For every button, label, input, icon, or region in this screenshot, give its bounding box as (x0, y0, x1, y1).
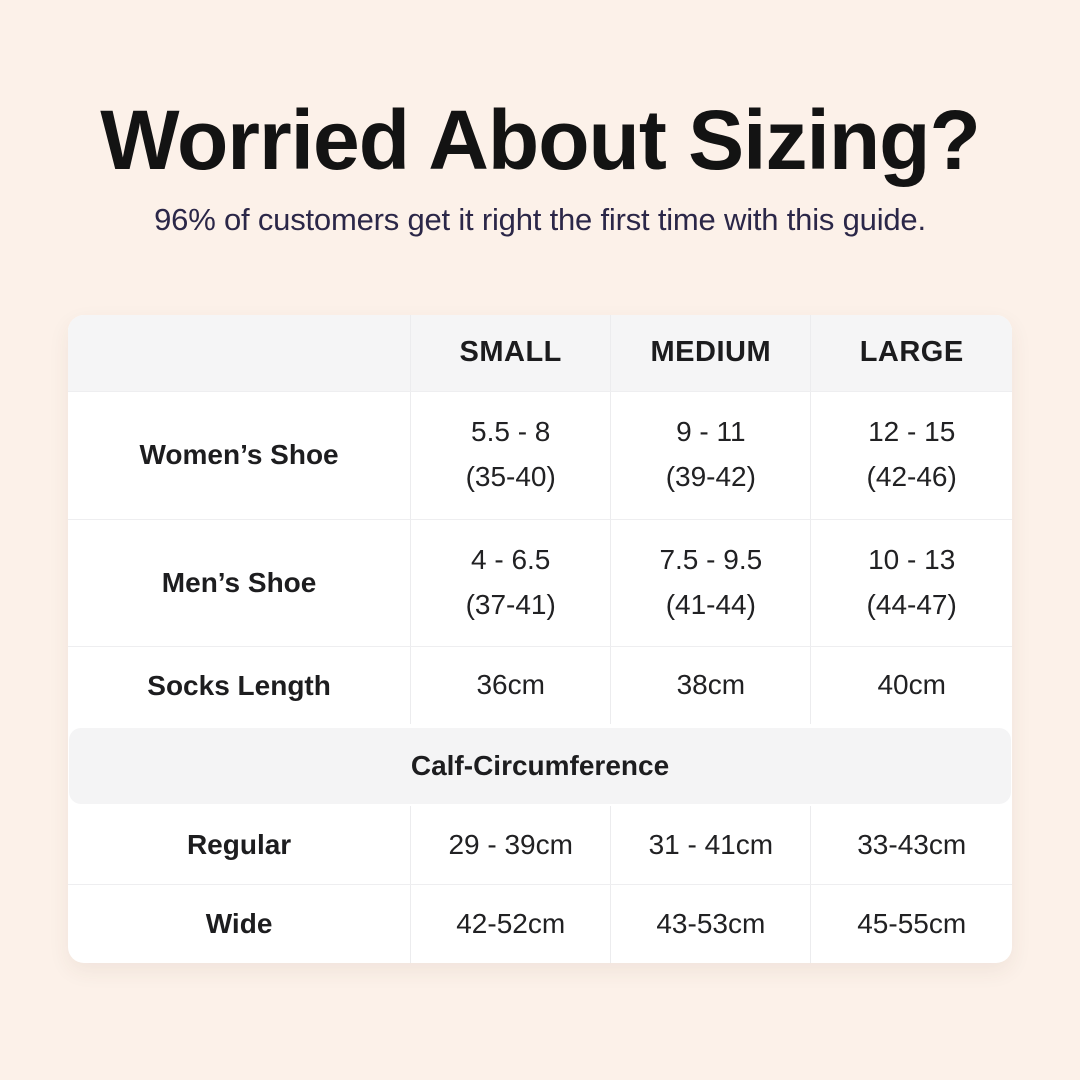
cell-mens-small: 4 - 6.5 (37-41) (411, 519, 612, 646)
table-row-mens-shoe: Men’s Shoe 4 - 6.5 (37-41) 7.5 - 9.5 (41… (68, 518, 1012, 646)
header-cell-medium: MEDIUM (611, 315, 812, 391)
row-label-cell: Women’s Shoe (68, 391, 412, 519)
cell-womens-medium: 9 - 11 (39-42) (611, 391, 812, 519)
cell-wide-large: 45-55cm (857, 907, 967, 939)
table-row-socks-length: Socks Length 36cm 38cm 40cm (68, 645, 1012, 725)
cell-mens-medium: 7.5 - 9.5 (41-44) (611, 519, 812, 646)
section-calf-circumference: Calf-Circumference (69, 728, 1011, 804)
cell-mens-large: 10 - 13 (44-47) (866, 544, 957, 620)
table-row-wide: Wide 42-52cm 43-53cm 45-55cm (68, 884, 1012, 963)
cell-womens-large: 12 - 15 (42-46) (866, 416, 957, 493)
page-title: Worried About Sizing? (100, 93, 981, 187)
cell-regular-medium: 31 - 41cm (611, 805, 812, 885)
header-cell-empty (68, 315, 412, 391)
header-cell-small: SMALL (411, 315, 612, 391)
section-band-wrap: Calf-Circumference (68, 724, 1012, 806)
page-subtitle: 96% of customers get it right the first … (154, 202, 926, 237)
table-header-row: SMALL MEDIUM LARGE (68, 315, 1012, 391)
sizing-table-card: SMALL MEDIUM LARGE Women’s Shoe 5.5 - 8 … (68, 315, 1012, 963)
cell-womens-small: 5.5 - 8 (35-40) (411, 391, 612, 519)
row-label-cell: Regular (68, 805, 412, 885)
row-label-cell: Men’s Shoe (68, 519, 412, 646)
cell-wide-medium: 43-53cm (611, 885, 812, 963)
cell-regular-small: 29 - 39cm (411, 805, 612, 885)
table-row-regular: Regular 29 - 39cm 31 - 41cm 33-43cm (68, 805, 1012, 885)
cell-wide-small: 42-52cm (411, 885, 612, 963)
row-label-cell: Socks Length (68, 646, 412, 725)
cell-socks-large: 40cm (877, 669, 946, 701)
cell-regular-large: 33-43cm (857, 828, 967, 860)
table-row-womens-shoe: Women’s Shoe 5.5 - 8 (35-40) 9 - 11 (39-… (68, 390, 1012, 519)
cell-socks-medium: 38cm (611, 646, 812, 725)
cell-socks-small: 36cm (411, 646, 612, 725)
header-cell-large: LARGE (859, 336, 964, 369)
row-label-cell: Wide (68, 885, 412, 963)
